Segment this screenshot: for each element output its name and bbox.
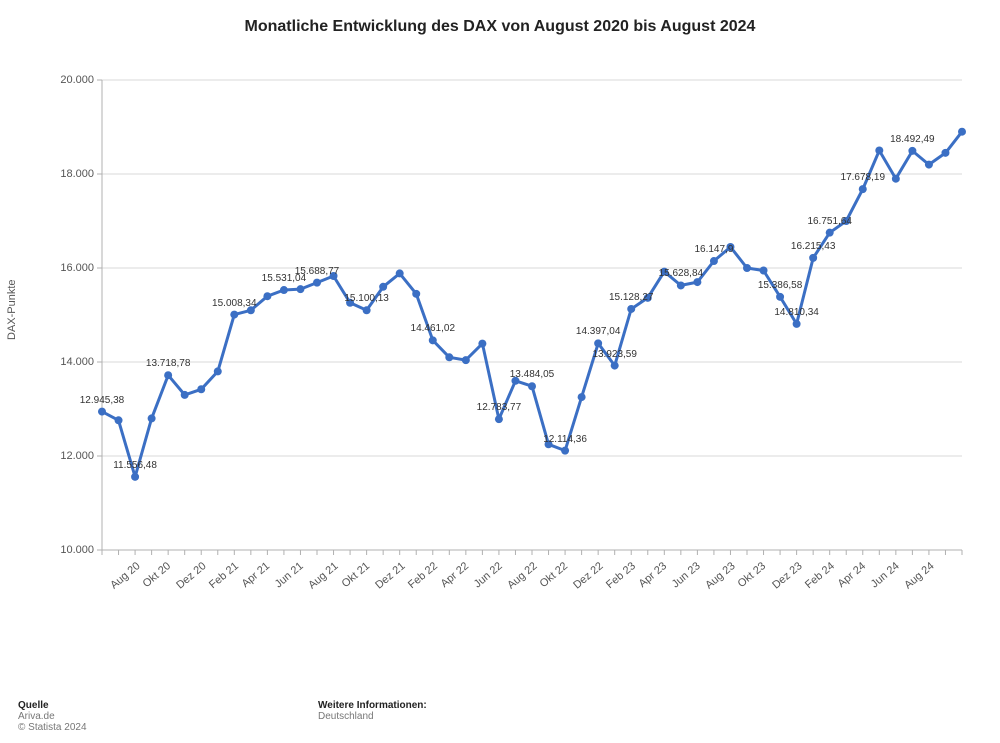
data-point-label: 15.386,58: [758, 280, 803, 291]
data-point-label: 18.492,49: [890, 134, 935, 145]
data-point-label: 14.810,34: [774, 307, 819, 318]
info-label: Weitere Informationen:: [318, 700, 978, 711]
data-point-label: 11.556,48: [113, 460, 157, 471]
y-tick-label: 14.000: [44, 356, 94, 368]
y-axis-label: DAX-Punkte: [6, 279, 18, 340]
data-point-label: 17.678,19: [841, 172, 886, 183]
copyright: © Statista 2024: [18, 722, 318, 733]
data-point-label: 12.783,77: [477, 402, 522, 413]
y-tick-label: 18.000: [44, 168, 94, 180]
data-point-label: 13.923,59: [592, 349, 637, 360]
data-point-label: 15.100,13: [344, 293, 389, 304]
data-point-label: 12.945,38: [80, 395, 125, 406]
y-tick-label: 12.000: [44, 450, 94, 462]
chart-area: 10.00012.00014.00016.00018.00020.000Aug …: [72, 60, 972, 620]
data-point-label: 14.397,04: [576, 326, 621, 337]
y-tick-label: 10.000: [44, 544, 94, 556]
source-label: Quelle: [18, 700, 318, 711]
data-point-label: 13.718,78: [146, 358, 191, 369]
data-point-label: 15.008,34: [212, 298, 257, 309]
data-point-label: 16.215,43: [791, 241, 836, 252]
line-chart-svg: [72, 60, 972, 620]
source-value: Ariva.de: [18, 711, 318, 722]
y-tick-label: 20.000: [44, 74, 94, 86]
info-value: Deutschland: [318, 711, 978, 722]
data-point-label: 12.114,36: [543, 434, 587, 445]
data-point-label: 15.128,27: [609, 292, 654, 303]
data-point-label: 14.461,02: [411, 323, 456, 334]
footer: Quelle Ariva.de © Statista 2024 Weitere …: [18, 700, 978, 733]
data-point-label: 15.628,84: [659, 268, 704, 279]
data-point-label: 15.688,77: [295, 266, 340, 277]
chart-title: Monatliche Entwicklung des DAX von Augus…: [0, 0, 1000, 36]
data-point-label: 16.147,9: [694, 244, 733, 255]
y-tick-label: 16.000: [44, 262, 94, 274]
data-point-label: 13.484,05: [510, 369, 555, 380]
data-point-label: 16.751,64: [807, 216, 852, 227]
